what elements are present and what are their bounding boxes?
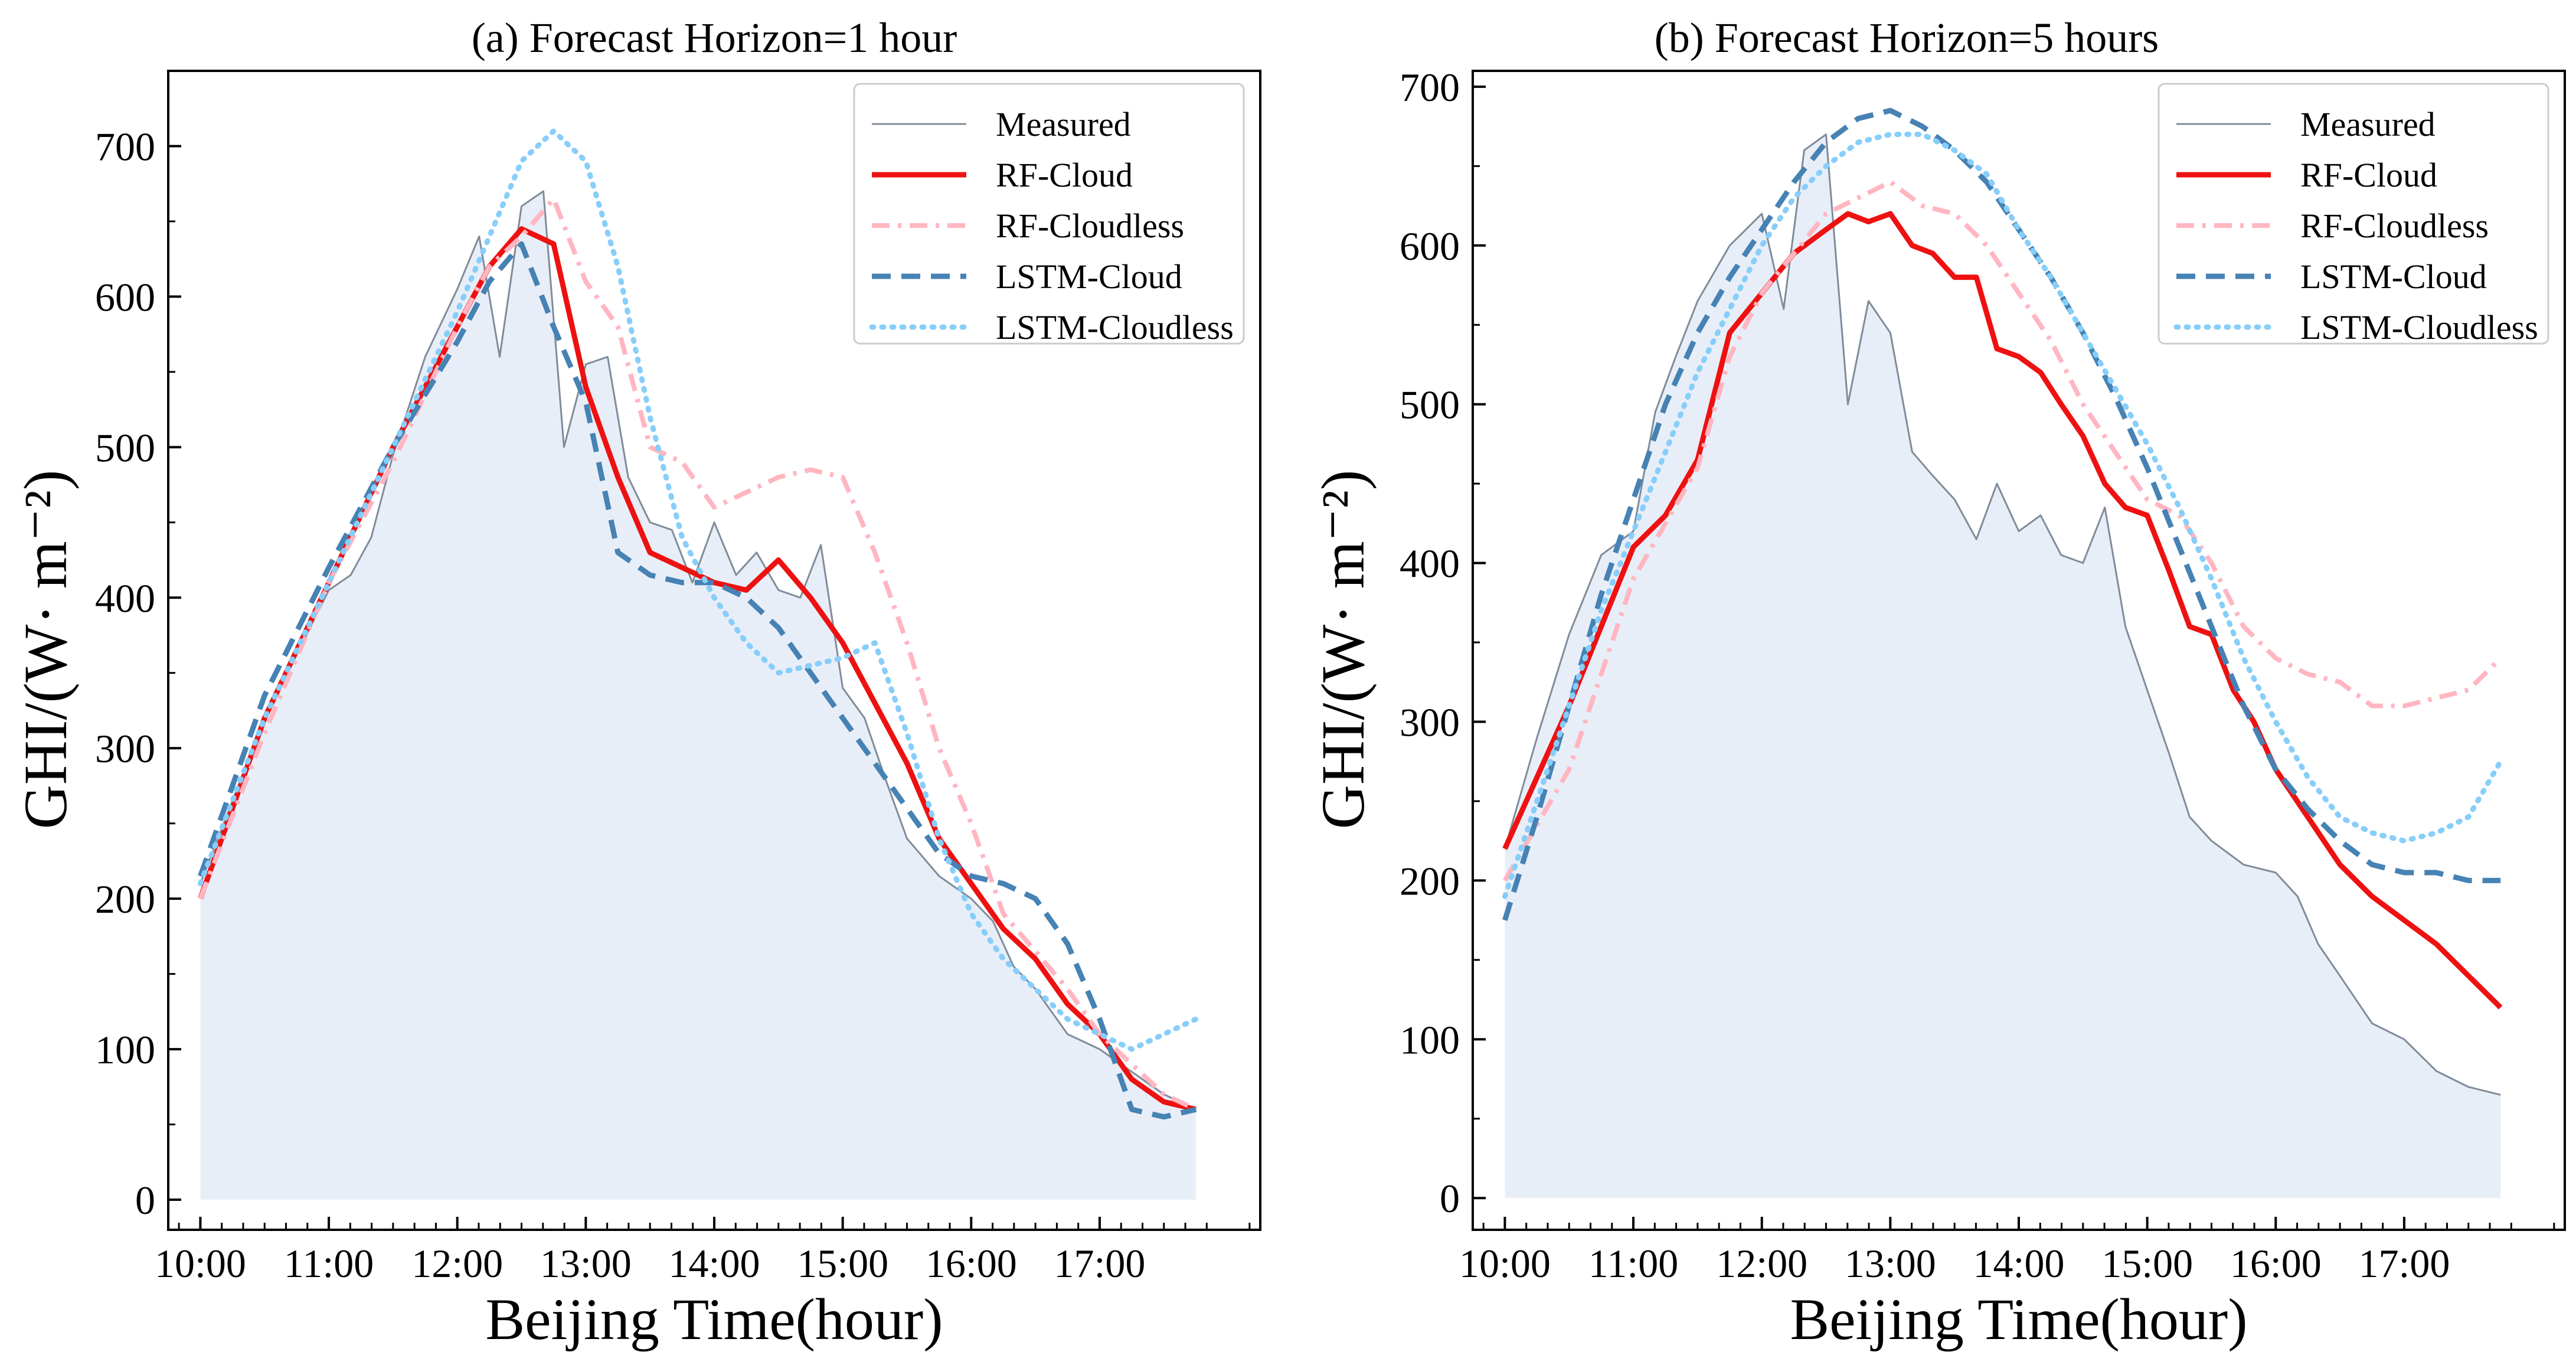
- y-tick-label: 300: [95, 726, 155, 771]
- legend-label: LSTM-Cloud: [2300, 257, 2487, 296]
- plot-content: 0 100 200 300 400 500 600 700 10:00 11:00 12:00 13:…: [95, 124, 1251, 1286]
- legend-label: Measured: [996, 105, 1131, 143]
- chart-panel-a: (a) Forecast Horizon=1 hour 0 100 200 300 40…: [12, 14, 1261, 1352]
- legend-label: RF-Cloudless: [2300, 207, 2489, 245]
- y-tick-label: 100: [1400, 1017, 1460, 1062]
- series-line-lstm-cloudless: [197, 128, 1199, 1052]
- series-line-rf-cloud: [1502, 211, 2503, 1010]
- y-tick-label: 500: [95, 425, 155, 470]
- y-tick-label: 100: [95, 1027, 155, 1072]
- measured-area-fill: [200, 191, 1197, 1200]
- legend-label: LSTM-Cloudless: [996, 308, 1234, 347]
- y-tick-label: 700: [1400, 65, 1460, 110]
- chart-title: (b) Forecast Horizon=5 hours: [1655, 14, 2159, 61]
- legend: Measured RF-Cloud RF-Cloudless LSTM-Cloud LS…: [853, 83, 1245, 347]
- x-tick-label: 14:00: [669, 1241, 760, 1286]
- y-tick-label: 0: [135, 1178, 155, 1223]
- y-tick-label: 400: [95, 576, 155, 621]
- y-tick-label: 200: [95, 877, 155, 922]
- x-tick-label: 10:00: [155, 1241, 246, 1286]
- legend-label: RF-Cloud: [996, 156, 1133, 194]
- y-tick-label: 600: [95, 275, 155, 319]
- x-axis-label: Beijing Time(hour): [1790, 1286, 2247, 1352]
- x-tick-label: 14:00: [1973, 1241, 2065, 1286]
- series-line-rf-cloud: [198, 226, 1197, 1112]
- y-tick-label: 200: [1400, 858, 1460, 903]
- x-tick-label: 12:00: [411, 1241, 503, 1286]
- x-tick-label: 15:00: [2101, 1241, 2193, 1286]
- y-tick-label: 700: [95, 124, 155, 169]
- series-line-lstm-cloud: [1502, 107, 2501, 921]
- x-tick-label: 11:00: [284, 1241, 374, 1286]
- y-axis-label: GHI/(W· m⁻²): [12, 470, 80, 830]
- legend-box: [2157, 83, 2549, 345]
- y-axis-label: GHI/(W· m⁻²): [1309, 470, 1377, 830]
- y-tick-label: 500: [1400, 383, 1460, 427]
- series-line-rf-cloudless: [198, 196, 1197, 1112]
- legend-label: RF-Cloudless: [996, 207, 1184, 245]
- x-tick-label: 16:00: [926, 1241, 1017, 1286]
- y-tick-label: 300: [1400, 700, 1460, 745]
- legend-box: [853, 83, 1245, 345]
- measured-area-fill: [1505, 134, 2501, 1199]
- x-tick-label: 17:00: [2358, 1241, 2450, 1286]
- y-tick-label: 400: [1400, 541, 1460, 586]
- series-line-lstm-cloud: [198, 241, 1197, 1120]
- legend-label: LSTM-Cloud: [996, 257, 1182, 296]
- y-tick-label: 0: [1440, 1176, 1460, 1221]
- legend-label: RF-Cloud: [2300, 156, 2437, 194]
- series-line-measured: [200, 190, 1197, 1111]
- x-tick-label: 10:00: [1459, 1241, 1551, 1286]
- chart-title: (a) Forecast Horizon=1 hour: [472, 14, 957, 61]
- legend: Measured RF-Cloud RF-Cloudless LSTM-Cloud LS…: [2157, 83, 2549, 347]
- x-tick-label: 11:00: [1588, 1241, 1678, 1286]
- x-tick-label: 12:00: [1716, 1241, 1807, 1286]
- x-tick-label: 16:00: [2230, 1241, 2322, 1286]
- x-axis-label: Beijing Time(hour): [485, 1286, 943, 1352]
- x-tick-label: 17:00: [1054, 1241, 1145, 1286]
- series-line-lstm-cloudless: [1502, 132, 2503, 899]
- legend-label: Measured: [2300, 105, 2436, 143]
- legend-label: LSTM-Cloudless: [2300, 308, 2538, 347]
- series-line-measured: [1503, 133, 2501, 1096]
- y-tick-label: 600: [1400, 224, 1460, 269]
- x-tick-label: 13:00: [1845, 1241, 1936, 1286]
- x-tick-label: 13:00: [540, 1241, 632, 1286]
- chart-panel-b: (b) Forecast Horizon=5 hours 0 100 200 300 4…: [1309, 14, 2566, 1352]
- x-tick-label: 15:00: [797, 1241, 888, 1286]
- plot-content: 0 100 200 300 400 500 600 700 10:00 11:00 12:00 13:…: [1400, 65, 2555, 1286]
- series-line-rf-cloudless: [1502, 179, 2503, 882]
